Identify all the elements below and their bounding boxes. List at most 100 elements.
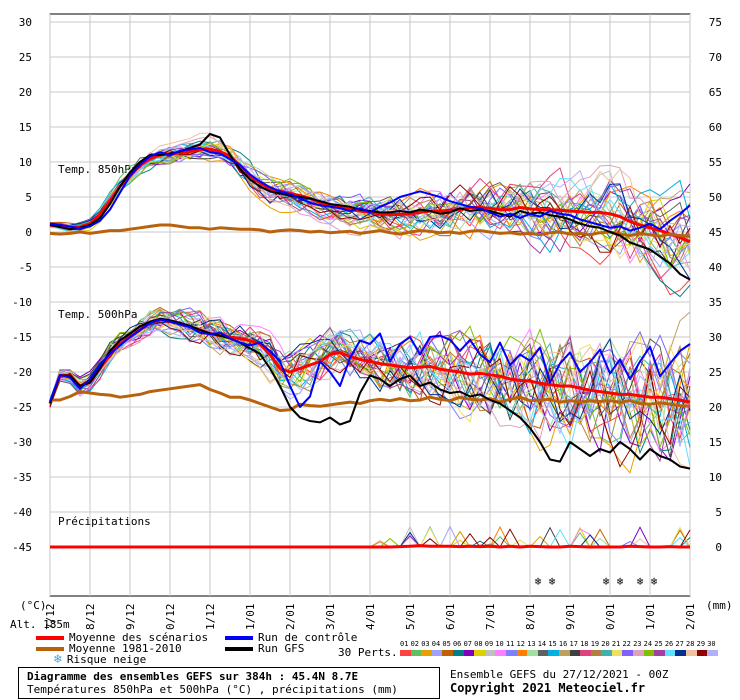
snow-risk-icon: ❄: [549, 575, 556, 588]
pert-swatch-29: [696, 650, 708, 656]
legend-climate-label: Moyenne 1981-2010: [69, 642, 182, 655]
date-label: 11/01: [644, 603, 657, 630]
legend-climate: Moyenne 1981-2010: [36, 642, 182, 655]
run-info: Ensemble GEFS du 27/12/2021 - 00Z Copyri…: [450, 668, 669, 695]
pert-label-24: 24: [643, 640, 653, 648]
left-tick-label: -40: [12, 506, 32, 519]
pert-swatch-24: [643, 650, 655, 656]
legend-gfs: Run GFS: [225, 642, 304, 655]
pert-swatch-07: [463, 650, 475, 656]
pert-label-04: 04: [431, 640, 441, 648]
series-run-de-contr-le-500hpa: [49, 318, 691, 408]
right-tick-label: 25: [709, 366, 722, 379]
pert-swatch-11: [505, 650, 517, 656]
pert-label-22: 22: [622, 640, 631, 648]
pert-swatch-30: [707, 650, 718, 656]
pert-label-20: 20: [601, 640, 610, 648]
pert-label-25: 25: [654, 640, 663, 648]
right-tick-label: 65: [709, 86, 722, 99]
pert-label-07: 07: [463, 640, 472, 648]
left-tick-label: -20: [12, 366, 32, 379]
left-tick-label: -45: [12, 541, 32, 554]
left-tick-label: 0: [25, 226, 32, 239]
pert-label-18: 18: [580, 640, 589, 648]
right-tick-label: 40: [709, 261, 722, 274]
pert-label-15: 15: [548, 640, 557, 648]
pert-label-03: 03: [421, 640, 430, 648]
date-label: 27/12: [44, 603, 57, 630]
pert-label-01: 01: [400, 640, 409, 648]
pert-swatch-09: [484, 650, 496, 656]
left-tick-label: -5: [19, 261, 32, 274]
pert-swatch-28: [686, 650, 697, 656]
date-label: 28/12: [84, 603, 97, 630]
panel-label-500: Temp. 500hPa: [58, 308, 137, 321]
pert-swatch-22: [622, 650, 634, 656]
pert-swatch-25: [654, 650, 665, 656]
right-tick-label: 15: [709, 436, 722, 449]
date-label: 31/12: [204, 603, 217, 630]
series-run-gfs-850hpa: [49, 133, 691, 281]
pert-swatch-05: [442, 650, 453, 656]
pert-swatch-16: [558, 650, 570, 656]
pert-swatch-18: [580, 650, 591, 656]
pert-label-16: 16: [558, 640, 568, 648]
pert-20-850-line: [49, 140, 691, 254]
pert-swatch-23: [633, 650, 644, 656]
series-pr-cipitations-moyenne: [50, 544, 690, 549]
pert-swatch-20: [601, 650, 612, 656]
snow-risk-icon: ❄: [617, 575, 624, 588]
date-label: 06/01: [444, 603, 457, 630]
date-label: 08/01: [524, 603, 537, 630]
pert-label-26: 26: [664, 640, 674, 648]
pert-label-06: 06: [452, 640, 462, 648]
left-tick-label: -30: [12, 436, 32, 449]
pert-30-500-line: [49, 323, 691, 447]
left-tick-label: -10: [12, 296, 32, 309]
left-tick-label: -15: [12, 331, 32, 344]
pert-swatch-26: [664, 650, 676, 656]
right-tick-label: 10: [709, 471, 722, 484]
pert-30-850-line: [49, 146, 691, 259]
run-label: Ensemble GEFS du 27/12/2021 - 00Z: [450, 668, 669, 681]
legend-control: Run de contrôle: [225, 631, 357, 644]
series-moyenne-1981-2010-850hpa: [49, 223, 691, 238]
date-label: 03/01: [324, 603, 337, 630]
pert-swatch-27: [675, 650, 687, 656]
pert-swatch-17: [569, 650, 581, 656]
legend-mean: Moyenne des scénarios: [36, 631, 208, 644]
pert-label-08: 08: [474, 640, 483, 648]
pert-28-500-line: [49, 315, 691, 469]
pert-swatch-04: [431, 650, 443, 656]
pert-swatch-01: [400, 650, 411, 656]
snow-risk-icon: ❄: [651, 575, 658, 588]
pert-05-500-line: [49, 306, 691, 429]
pert-swatch-08: [474, 650, 485, 656]
date-label: 05/01: [404, 603, 417, 630]
snow-risk-icon: ❄: [637, 575, 644, 588]
legend-control-label: Run de contrôle: [258, 631, 358, 644]
snow-risk-icon: ❄: [603, 575, 610, 588]
pert-label-11: 11: [505, 640, 515, 648]
pert-label-05: 05: [442, 640, 451, 648]
pert-label-29: 29: [696, 640, 706, 648]
legend-climate-swatch: [36, 646, 64, 651]
pert-swatch-21: [611, 650, 623, 656]
date-label: 04/01: [364, 603, 377, 630]
legend-snow: ❄ Risque neige: [54, 653, 146, 667]
legend-mean-label: Moyenne des scénarios: [69, 631, 209, 644]
copyright: Copyright 2021 Meteociel.fr: [450, 681, 646, 695]
pert-label-14: 14: [537, 640, 547, 648]
left-tick-label: 30: [19, 16, 32, 29]
pert-28-850-line: [49, 132, 691, 270]
pert-label-30: 30: [707, 640, 716, 648]
left-tick-label: 10: [19, 156, 32, 169]
right-tick-label: 5: [715, 506, 722, 519]
date-label: 10/01: [604, 603, 617, 630]
pert-label-27: 27: [675, 640, 684, 648]
date-label: 30/12: [164, 603, 177, 630]
pert-label-17: 17: [569, 640, 578, 648]
pert-label-12: 12: [516, 640, 525, 648]
legend-control-swatch: [225, 635, 253, 640]
